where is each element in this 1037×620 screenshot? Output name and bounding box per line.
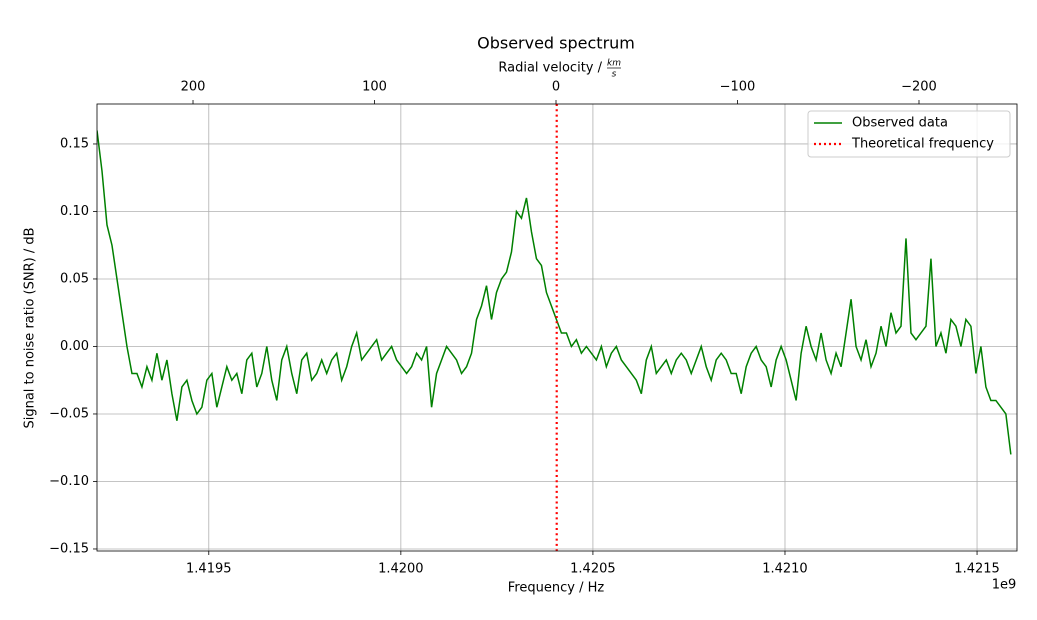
x2-unit-denominator: s (612, 70, 617, 80)
x-axis-label: Frequency / Hz (508, 581, 605, 596)
chart-title: Observed spectrum (477, 34, 635, 53)
legend-label: Observed data (852, 116, 948, 131)
y-tick-label: −0.10 (49, 474, 89, 489)
plot-frame (96, 103, 1018, 552)
plot-area (97, 104, 1012, 551)
y-tick-label: −0.15 (49, 541, 89, 556)
x2-axis-label: Radial velocity / (498, 61, 602, 76)
x2-tick-label: −100 (720, 80, 756, 95)
data-line (97, 130, 1012, 455)
x2-tick-label: −200 (901, 80, 937, 95)
legend-label: Theoretical frequency (851, 137, 994, 152)
x-tick-label: 1.4215 (954, 562, 1000, 577)
x2-tick-label: 0 (552, 80, 560, 95)
y-tick-label: 0.00 (60, 339, 89, 354)
y-tick-label: 0.15 (60, 136, 89, 151)
y-axis-label: Signal to noise ratio (SNR) / dB (23, 227, 38, 428)
x-tick-label: 1.4205 (570, 562, 616, 577)
y-tick-label: −0.05 (49, 406, 89, 421)
x2-tick-label: 200 (181, 80, 206, 95)
legend-box (807, 110, 1011, 158)
x2-unit-numerator: km (607, 59, 621, 69)
x-tick-label: 1.4195 (186, 562, 232, 577)
y-tick-label: 0.10 (60, 204, 89, 219)
x-offset-label: 1e9 (992, 578, 1017, 593)
y-tick-label: 0.05 (60, 271, 89, 286)
x2-tick-label: 100 (362, 80, 387, 95)
x-tick-label: 1.4200 (378, 562, 424, 577)
x-tick-label: 1.4210 (762, 562, 808, 577)
